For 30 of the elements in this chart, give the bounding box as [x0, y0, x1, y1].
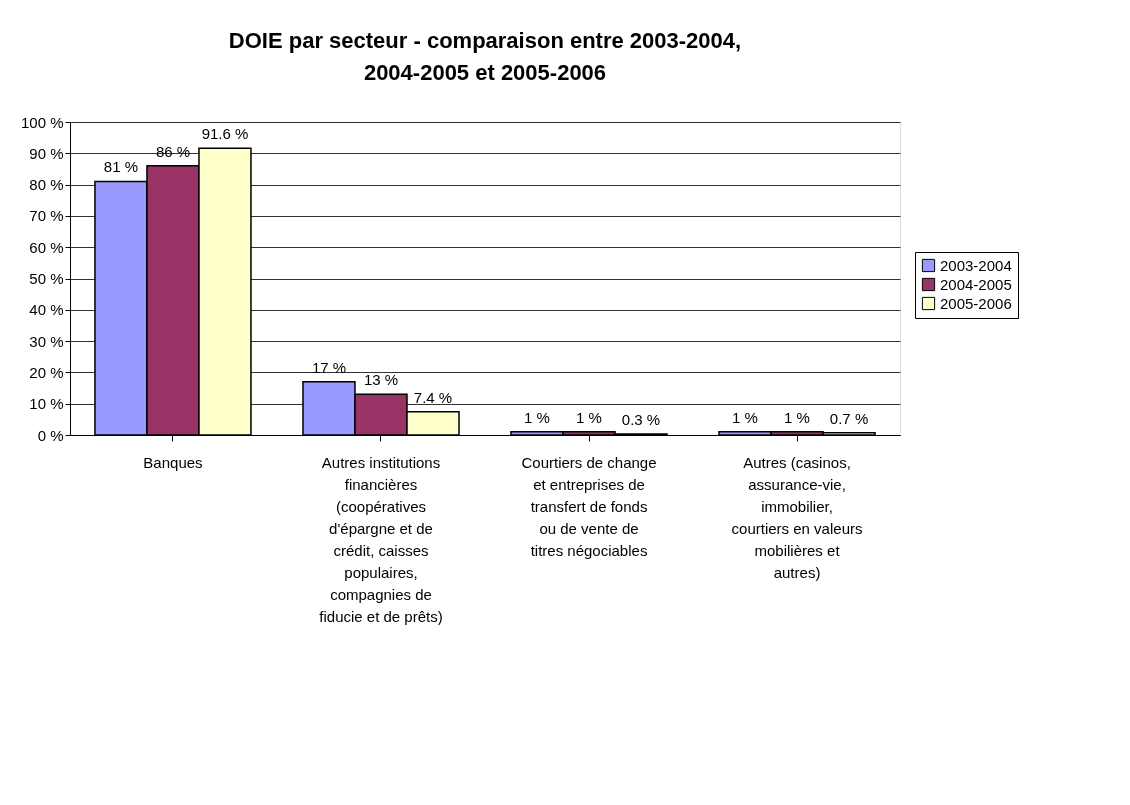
legend-label: 2003-2004: [940, 256, 1012, 274]
y-tick-label: 0 %: [37, 426, 64, 444]
data-label: 13 %: [363, 371, 399, 389]
y-tick-label: 30 %: [29, 332, 64, 350]
x-tick-label: Courtiers de change et entreprises de transfert de fonds ou de vente de titres négociables: [521, 453, 657, 559]
y-tick-label: 80 %: [29, 176, 64, 194]
data-label: 0.7 %: [829, 409, 869, 427]
data-label: 81 %: [103, 158, 139, 176]
x-tick-label: Autres institutions financières (coopératives d'épargne et de crédit, caisses populaires, compagnies de fiducie et de prêts): [319, 453, 443, 625]
y-tick-label: 60 %: [29, 238, 64, 256]
y-tick-label: 90 %: [29, 144, 64, 162]
data-label: 1 %: [524, 408, 550, 426]
y-tick-label: 70 %: [29, 207, 64, 225]
data-label: 91.6 %: [201, 125, 249, 143]
data-label: 7.4 %: [413, 388, 453, 406]
data-label: 1 %: [784, 408, 810, 426]
chart-title: DOIE par secteur - comparaison entre 2003-2004, 2004-2005 et 2005-2006: [228, 28, 742, 85]
data-label: 1 %: [576, 408, 602, 426]
legend-label: 2004-2005: [940, 275, 1012, 293]
y-tick-label: 100 %: [20, 113, 64, 131]
x-tick-label: Autres (casinos, assurance-vie, immobilier, courtiers en valeurs mobilières et autres): [731, 453, 863, 581]
data-label: 17 %: [311, 358, 347, 376]
y-tick-label: 40 %: [29, 301, 64, 319]
y-tick-label: 20 %: [29, 363, 64, 381]
legend-label: 2005-2006: [940, 294, 1012, 312]
y-tick-label: 50 %: [29, 270, 64, 287]
x-tick-label: Banques: [143, 453, 203, 471]
data-label: 1 %: [732, 408, 758, 426]
y-tick-label: 10 %: [29, 395, 64, 413]
data-label: 0.3 %: [621, 411, 661, 429]
